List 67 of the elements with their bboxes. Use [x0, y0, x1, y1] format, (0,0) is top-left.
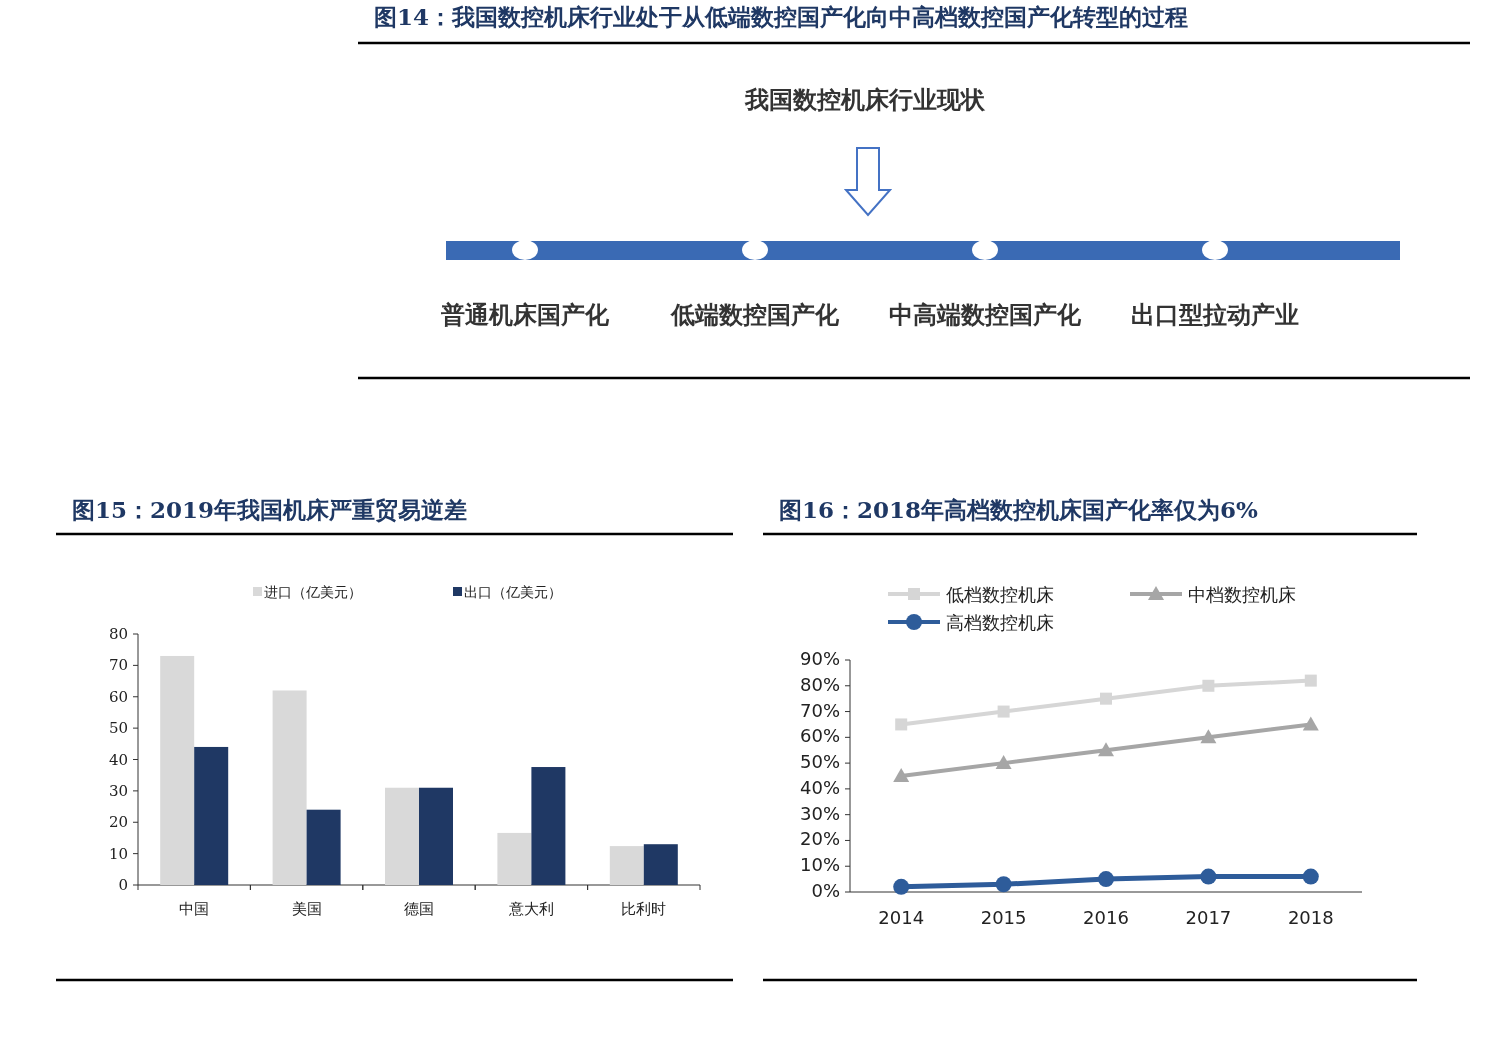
bar — [194, 746, 229, 885]
x-tick-label: 2015 — [980, 907, 1027, 928]
text: 低端数控国产化 — [670, 300, 840, 329]
legend-label: 中档数控机床 — [1188, 584, 1296, 605]
text: 我国数控机床行业现状 — [744, 85, 986, 114]
point — [893, 768, 910, 782]
y-tick-label: 50 — [108, 719, 128, 738]
x-tick-label: 美国 — [291, 900, 322, 918]
bar — [160, 655, 195, 885]
y-tick-label: 40% — [799, 776, 840, 798]
x-tick-label: 2018 — [1287, 907, 1334, 928]
point — [1200, 868, 1217, 885]
bar — [385, 787, 419, 885]
y-tick-label: 20 — [108, 813, 128, 832]
y-tick-label: 60 — [108, 687, 128, 706]
y-tick-label: 20% — [799, 828, 840, 850]
y-tick-label: 10% — [799, 854, 840, 876]
text: 出口型拉动产业 — [1131, 300, 1299, 329]
y-tick-label: 10 — [108, 844, 128, 863]
point — [1202, 679, 1215, 692]
text: 中高端数控国产化 — [889, 300, 1082, 329]
x-tick-label: 意大利 — [507, 900, 554, 918]
x-tick-label: 比利时 — [621, 900, 667, 918]
y-tick-label: 30% — [799, 802, 840, 824]
point — [1302, 868, 1319, 885]
bar — [497, 832, 532, 885]
bar — [609, 846, 644, 885]
y-tick-label: 70% — [799, 699, 840, 721]
y-tick-label: 70 — [108, 656, 128, 675]
legend-label: 低档数控机床 — [946, 584, 1054, 605]
point — [1100, 692, 1112, 705]
text: 图14：我国数控机床行业处于从低端数控国产化向中高档数控国产化转型的过程 — [374, 3, 1189, 30]
point — [1200, 729, 1217, 744]
point — [1302, 716, 1319, 731]
y-tick-label: 80% — [799, 673, 840, 695]
chart-title: 图16：2018年高档数控机床国产化率仅为6% — [779, 496, 1259, 523]
bar — [531, 767, 566, 885]
chart-title: 图15：2019年我国机床严重贸易逆差 — [72, 496, 468, 523]
point — [995, 755, 1012, 770]
y-tick-label: 80 — [108, 625, 128, 643]
y-tick-label: 60% — [799, 725, 840, 747]
y-tick-label: 0% — [811, 880, 840, 901]
point — [893, 878, 910, 895]
y-tick-label: 0 — [118, 876, 128, 894]
bar — [272, 690, 307, 885]
x-tick-label: 2017 — [1185, 907, 1232, 928]
x-tick-label: 中国 — [179, 900, 210, 918]
point — [995, 876, 1012, 893]
y-tick-label: 90% — [799, 648, 840, 669]
point — [1304, 674, 1317, 687]
x-tick-label: 德国 — [404, 900, 434, 918]
y-tick-label: 40 — [108, 750, 128, 769]
bar — [643, 844, 678, 885]
bar — [419, 787, 453, 885]
point — [1098, 871, 1114, 888]
y-tick-label: 30 — [108, 781, 128, 800]
y-tick-label: 50% — [799, 751, 840, 773]
text: 普通机床国产化 — [440, 300, 610, 329]
x-tick-label: 2016 — [1083, 907, 1129, 928]
point — [895, 718, 908, 731]
legend-label: 出口（亿美元） — [464, 584, 562, 600]
point — [1098, 742, 1114, 757]
x-tick-label: 2014 — [878, 907, 925, 928]
bar — [306, 809, 341, 885]
point — [997, 705, 1010, 718]
legend-label: 进口（亿美元） — [264, 584, 362, 600]
legend-label: 高档数控机床 — [946, 612, 1054, 633]
